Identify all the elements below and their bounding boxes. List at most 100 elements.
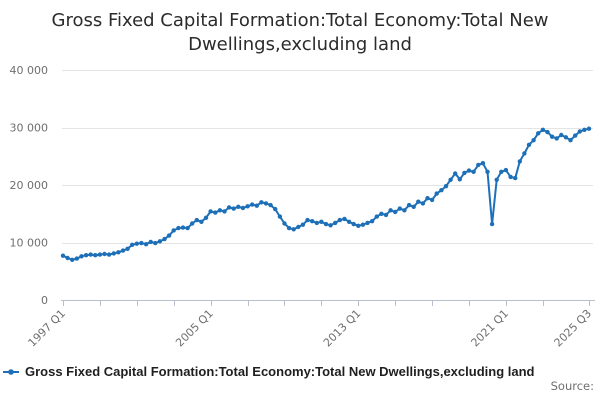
data-point-marker — [342, 216, 347, 222]
data-point-marker — [476, 162, 481, 168]
data-point-marker — [88, 252, 93, 257]
data-point-marker — [471, 169, 476, 174]
legend-series-label: Gross Fixed Capital Formation:Total Econ… — [25, 364, 535, 379]
data-point-marker — [351, 221, 356, 227]
data-point-marker — [393, 209, 398, 215]
data-point-marker — [282, 221, 287, 226]
data-point-marker — [259, 200, 264, 205]
x-axis-label-1997-q1: 1997 Q1 — [26, 307, 69, 350]
y-axis-label-30000: 30 000 — [10, 122, 49, 135]
data-point-marker — [102, 251, 107, 257]
data-point-marker — [323, 221, 329, 227]
data-point-marker — [411, 204, 416, 209]
data-point-marker — [254, 203, 259, 208]
data-point-marker — [190, 221, 195, 226]
data-point-marker — [97, 252, 103, 257]
data-point-marker — [296, 224, 301, 230]
data-point-marker — [559, 132, 564, 138]
y-axis-label-40000: 40 000 — [10, 64, 49, 77]
data-point-marker — [439, 188, 444, 193]
data-point-marker — [222, 209, 227, 214]
data-point-marker — [337, 217, 342, 223]
data-point-marker — [388, 208, 393, 213]
data-point-marker — [522, 151, 527, 156]
data-point-marker — [453, 171, 458, 176]
data-point-marker — [513, 175, 518, 181]
data-point-marker — [503, 167, 509, 173]
data-point-marker — [273, 206, 278, 212]
data-point-marker — [549, 134, 555, 139]
y-axis-label-0: 0 — [41, 294, 48, 307]
data-point-marker — [526, 142, 532, 147]
data-series-line — [62, 127, 590, 261]
chart-title-line1: Gross Fixed Capital Formation:Total Econ… — [51, 10, 549, 31]
y-axis-label-10000: 10 000 — [10, 237, 49, 250]
data-point-marker — [116, 250, 121, 255]
data-point-marker — [379, 211, 384, 216]
data-point-marker — [203, 215, 209, 220]
data-point-marker — [162, 236, 167, 242]
data-point-marker — [263, 201, 269, 206]
x-axis-label-2025-q3: 2025 Q3 — [552, 307, 595, 350]
data-point-marker — [586, 126, 592, 131]
data-point-marker — [194, 217, 199, 223]
data-point-marker — [554, 136, 559, 141]
data-point-marker — [245, 204, 250, 209]
data-point-marker — [180, 225, 186, 230]
data-point-marker — [540, 127, 546, 132]
data-point-marker — [277, 214, 283, 219]
data-point-marker — [397, 206, 402, 211]
data-point-marker — [153, 240, 158, 246]
data-point-marker — [577, 129, 582, 134]
data-point-marker — [402, 208, 407, 213]
data-point-marker — [300, 222, 306, 227]
data-point-marker — [429, 197, 435, 203]
data-point-marker — [406, 202, 412, 208]
data-point-marker — [185, 225, 190, 231]
data-point-marker — [568, 138, 573, 143]
data-point-marker — [305, 217, 310, 223]
data-point-marker — [485, 169, 490, 174]
data-point-marker — [130, 242, 135, 247]
data-point-marker — [328, 223, 333, 228]
data-point-marker — [365, 220, 370, 226]
data-point-marker — [240, 205, 246, 211]
data-point-marker — [517, 159, 522, 164]
data-point-marker — [286, 225, 292, 231]
data-point-marker — [231, 206, 236, 211]
x-axis-label-2013-q1: 2013 Q1 — [321, 307, 364, 350]
data-point-marker — [416, 199, 421, 204]
data-point-marker — [79, 254, 84, 259]
y-axis-label-20000: 20 000 — [10, 179, 49, 192]
data-point-marker — [217, 208, 223, 213]
data-point-marker — [420, 201, 426, 206]
data-point-marker — [346, 219, 352, 224]
data-point-marker — [545, 129, 550, 135]
data-point-marker — [457, 177, 462, 182]
data-point-marker — [448, 177, 453, 182]
legend-line-marker-icon — [3, 368, 19, 375]
data-point-marker — [356, 223, 361, 228]
data-point-marker — [120, 248, 126, 253]
x-axis-label-2005-q1: 2005 Q1 — [173, 307, 216, 350]
data-point-marker — [536, 131, 541, 136]
data-point-marker — [199, 219, 204, 224]
data-point-marker — [489, 221, 495, 227]
data-point-marker — [369, 219, 375, 224]
legend: Gross Fixed Capital Formation:Total Econ… — [2, 364, 534, 379]
data-point-marker — [434, 191, 439, 196]
data-point-marker — [65, 255, 70, 261]
chart-title: Gross Fixed Capital Formation:Total Econ… — [0, 9, 600, 57]
data-point-marker — [425, 196, 430, 201]
data-point-marker — [125, 246, 130, 251]
data-point-marker — [83, 253, 89, 258]
data-point-marker — [250, 202, 255, 207]
data-point-marker — [213, 210, 218, 215]
data-point-marker — [143, 242, 149, 247]
data-point-marker — [166, 233, 172, 238]
data-point-marker — [314, 220, 319, 226]
data-point-marker — [60, 253, 66, 258]
data-point-marker — [494, 177, 499, 182]
data-point-marker — [319, 219, 324, 224]
